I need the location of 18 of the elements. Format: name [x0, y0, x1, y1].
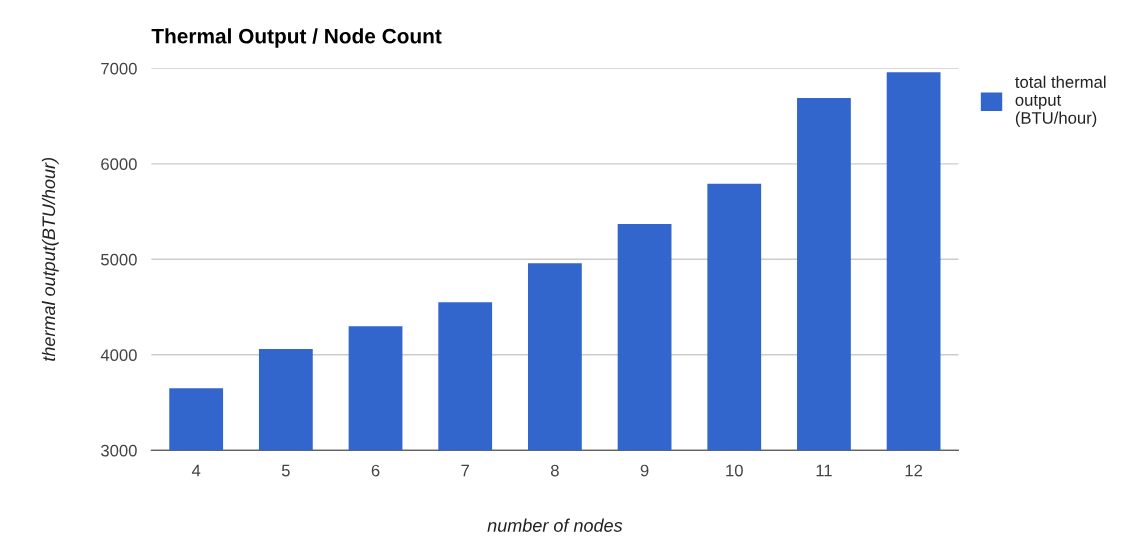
- y-tick-label: 4000: [100, 349, 137, 362]
- y-axis-title: thermal output(BTU/hour): [41, 158, 59, 361]
- x-tick-label: 5: [281, 464, 290, 477]
- x-tick-label: 12: [905, 464, 923, 477]
- x-tick-label: 10: [726, 464, 743, 477]
- x-tick-label: 11: [816, 464, 832, 477]
- x-tick-label: 4: [191, 464, 201, 477]
- x-axis-title: number of nodes: [487, 518, 623, 532]
- x-tick-label: 6: [371, 464, 380, 477]
- y-tick-label: 7000: [101, 62, 137, 75]
- legend-label: total thermal output (BTU/hour): [1015, 75, 1106, 128]
- chart-title: Thermal Output / Node Count: [151, 28, 442, 48]
- y-tick-label: 5000: [101, 253, 137, 266]
- x-tick-label: 7: [461, 464, 470, 477]
- x-tick-label: 8: [550, 464, 559, 477]
- y-tick-label: 3000: [101, 444, 137, 457]
- y-tick-label: 6000: [101, 158, 137, 171]
- x-tick-label: 9: [640, 464, 649, 477]
